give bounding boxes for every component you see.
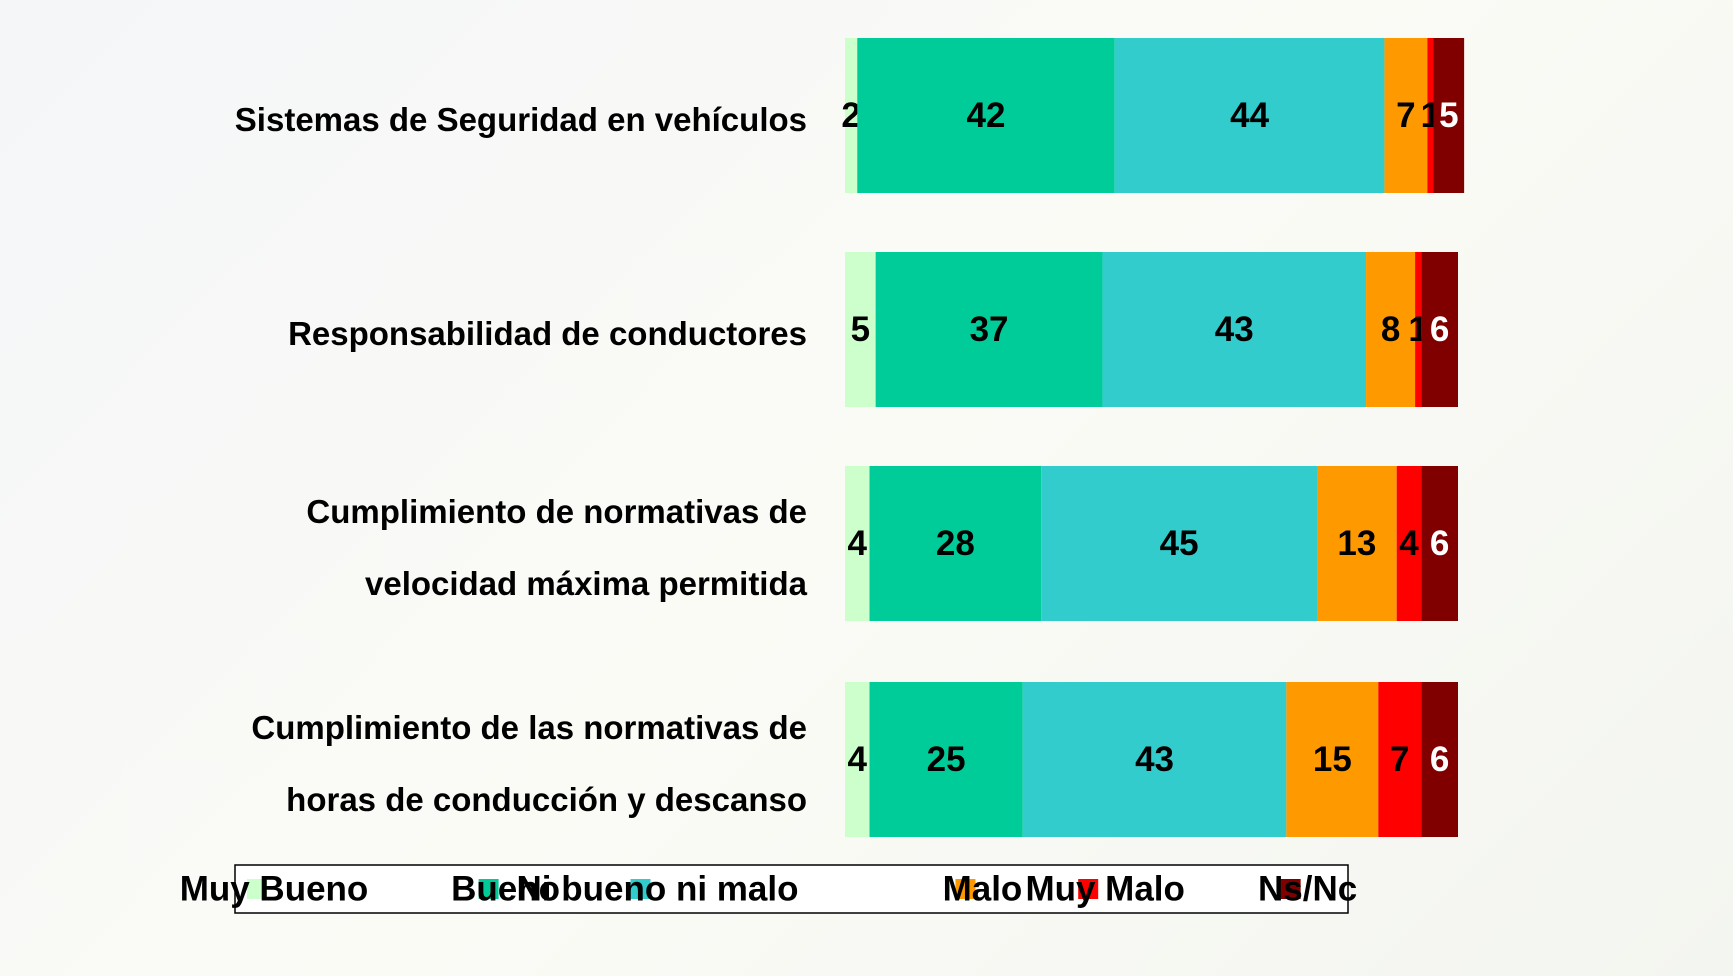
data-label: 7 [1396,96,1415,135]
data-label: 37 [970,310,1009,349]
data-label: 43 [1215,310,1254,349]
data-label: 5 [1439,96,1458,135]
data-label: 45 [1160,524,1199,563]
page: 2424471553743816428451346425431576Muy Bu… [0,0,1733,976]
category-label: Sistemas de Seguridad en vehículos [187,84,807,156]
category-label: Responsabilidad de conductores [187,298,807,370]
legend-label: Malo [943,869,1023,908]
data-label: 25 [927,740,966,779]
legend-label: Muy Malo [1025,869,1184,908]
category-label: Cumplimiento de normativas de velocidad … [187,476,807,620]
data-label: 28 [936,524,975,563]
legend-label: Ni bueno ni malo [517,869,799,908]
legend-label: Ns/Nc [1258,869,1357,908]
data-label: 4 [848,524,868,563]
data-label: 15 [1313,740,1352,779]
data-label: 4 [1399,524,1419,563]
data-label: 5 [851,310,870,349]
category-label: Cumplimiento de las normativas de horas … [187,692,807,836]
data-label: 43 [1135,740,1174,779]
data-label: 44 [1230,96,1269,135]
data-label: 42 [967,96,1006,135]
data-label: 6 [1430,740,1449,779]
data-label: 4 [848,740,868,779]
data-label: 13 [1337,524,1376,563]
data-label: 8 [1381,310,1400,349]
legend-label: Muy Bueno [180,869,369,908]
data-label: 7 [1390,740,1409,779]
data-label: 6 [1430,524,1449,563]
data-label: 6 [1430,310,1449,349]
